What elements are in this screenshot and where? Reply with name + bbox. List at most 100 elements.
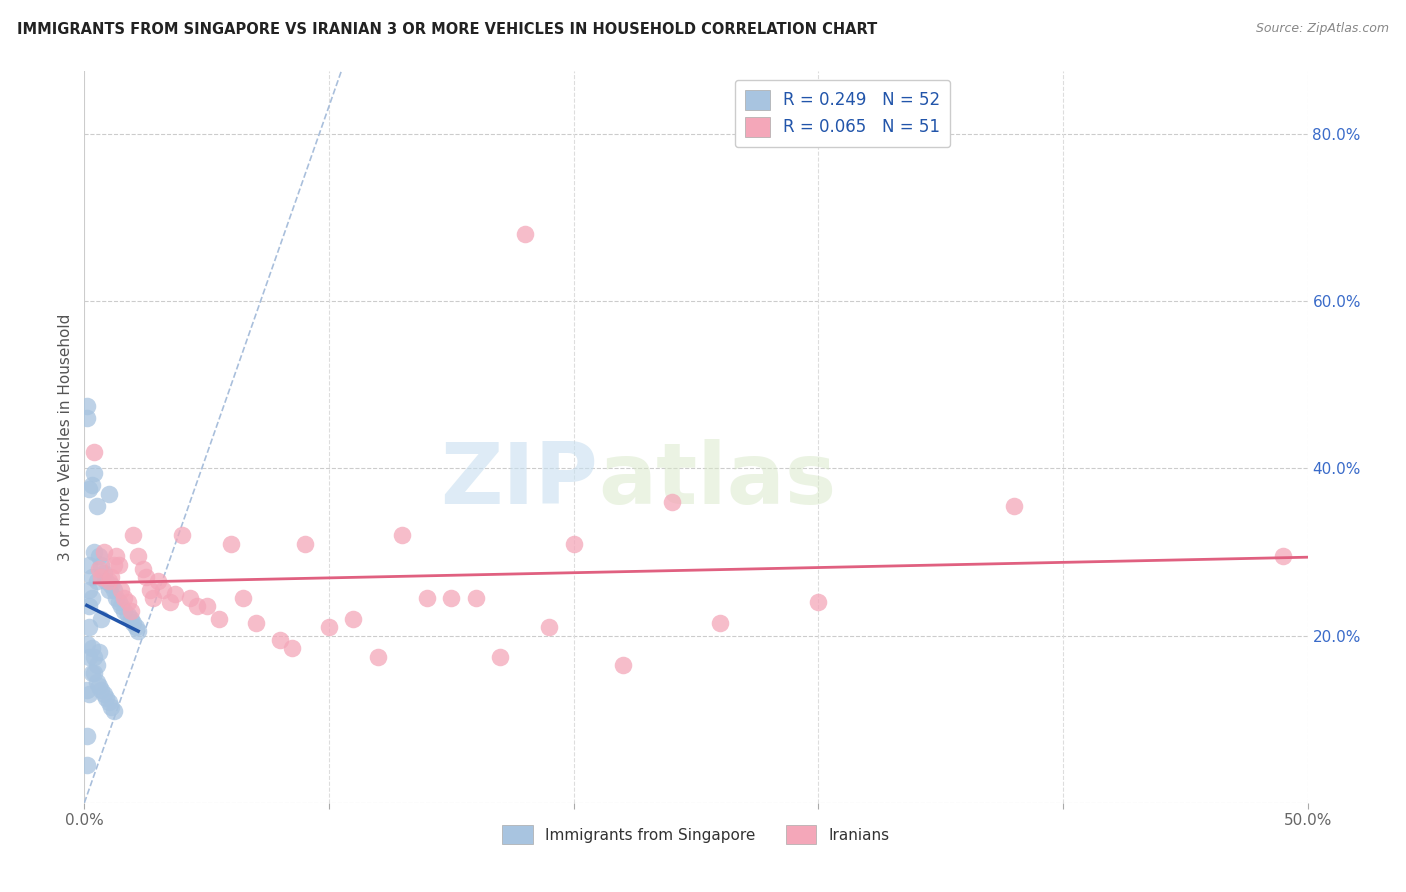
Point <box>112 591 135 605</box>
Point <box>87 549 110 564</box>
Point <box>77 599 100 614</box>
Point <box>142 591 165 605</box>
Point <box>76 758 98 772</box>
Point <box>107 558 129 572</box>
Point <box>107 595 129 609</box>
Point <box>97 696 120 710</box>
Point <box>135 570 157 584</box>
Point <box>100 578 122 592</box>
Point <box>77 620 100 634</box>
Point <box>90 570 112 584</box>
Point <box>90 558 112 572</box>
Point <box>93 687 115 701</box>
Point <box>464 591 486 605</box>
Point <box>294 536 316 550</box>
Point <box>112 603 135 617</box>
Point <box>179 591 201 605</box>
Text: Source: ZipAtlas.com: Source: ZipAtlas.com <box>1256 22 1389 36</box>
Point <box>77 483 100 497</box>
Point <box>83 649 105 664</box>
Point <box>80 666 103 681</box>
Point <box>159 595 181 609</box>
Point <box>86 674 108 689</box>
Point <box>127 549 149 564</box>
Point <box>83 444 105 458</box>
Point <box>103 558 125 572</box>
Point <box>416 591 439 605</box>
Point <box>1002 499 1025 513</box>
Point <box>96 574 118 589</box>
Point <box>97 486 120 500</box>
Point <box>86 574 108 589</box>
Point <box>86 499 108 513</box>
Point <box>125 620 148 634</box>
Point <box>77 582 100 597</box>
Point <box>105 591 128 605</box>
Point <box>90 612 112 626</box>
Point <box>562 536 585 550</box>
Point <box>110 599 132 614</box>
Legend: Immigrants from Singapore, Iranians: Immigrants from Singapore, Iranians <box>496 819 896 850</box>
Point <box>97 582 120 597</box>
Y-axis label: 3 or more Vehicles in Household: 3 or more Vehicles in Household <box>58 313 73 561</box>
Point <box>110 582 132 597</box>
Point <box>90 682 112 697</box>
Point <box>807 595 830 609</box>
Point <box>76 411 98 425</box>
Text: ZIP: ZIP <box>440 440 598 523</box>
Point <box>87 679 110 693</box>
Point <box>219 536 242 550</box>
Point <box>87 562 110 576</box>
Point <box>117 595 139 609</box>
Point <box>100 699 122 714</box>
Point <box>172 528 194 542</box>
Point <box>76 729 98 743</box>
Point <box>100 570 122 584</box>
Point <box>612 657 634 672</box>
Point <box>122 528 145 542</box>
Point <box>709 616 731 631</box>
Point <box>139 582 162 597</box>
Point <box>80 570 103 584</box>
Point <box>538 620 561 634</box>
Point <box>367 649 389 664</box>
Point <box>120 612 142 626</box>
Point <box>80 478 103 492</box>
Point <box>195 599 218 614</box>
Point <box>318 620 340 634</box>
Point <box>146 574 169 589</box>
Point <box>186 599 208 614</box>
Point <box>1272 549 1295 564</box>
Point <box>661 495 683 509</box>
Point <box>97 574 120 589</box>
Point <box>76 637 98 651</box>
Point <box>93 566 115 580</box>
Point <box>77 687 100 701</box>
Point <box>76 682 98 697</box>
Point <box>77 649 100 664</box>
Point <box>245 616 267 631</box>
Point <box>96 691 118 706</box>
Point <box>163 587 186 601</box>
Point <box>122 616 145 631</box>
Point <box>77 558 100 572</box>
Point <box>117 607 139 622</box>
Point <box>120 603 142 617</box>
Point <box>269 632 291 647</box>
Point <box>83 545 105 559</box>
Point <box>208 612 231 626</box>
Point <box>83 466 105 480</box>
Point <box>489 649 512 664</box>
Point <box>80 591 103 605</box>
Point <box>391 528 413 542</box>
Point <box>103 704 125 718</box>
Point <box>93 545 115 559</box>
Point <box>103 582 125 597</box>
Point <box>80 641 103 656</box>
Point <box>152 582 174 597</box>
Point <box>440 591 463 605</box>
Point <box>232 591 254 605</box>
Point <box>127 624 149 639</box>
Text: atlas: atlas <box>598 440 837 523</box>
Point <box>132 562 155 576</box>
